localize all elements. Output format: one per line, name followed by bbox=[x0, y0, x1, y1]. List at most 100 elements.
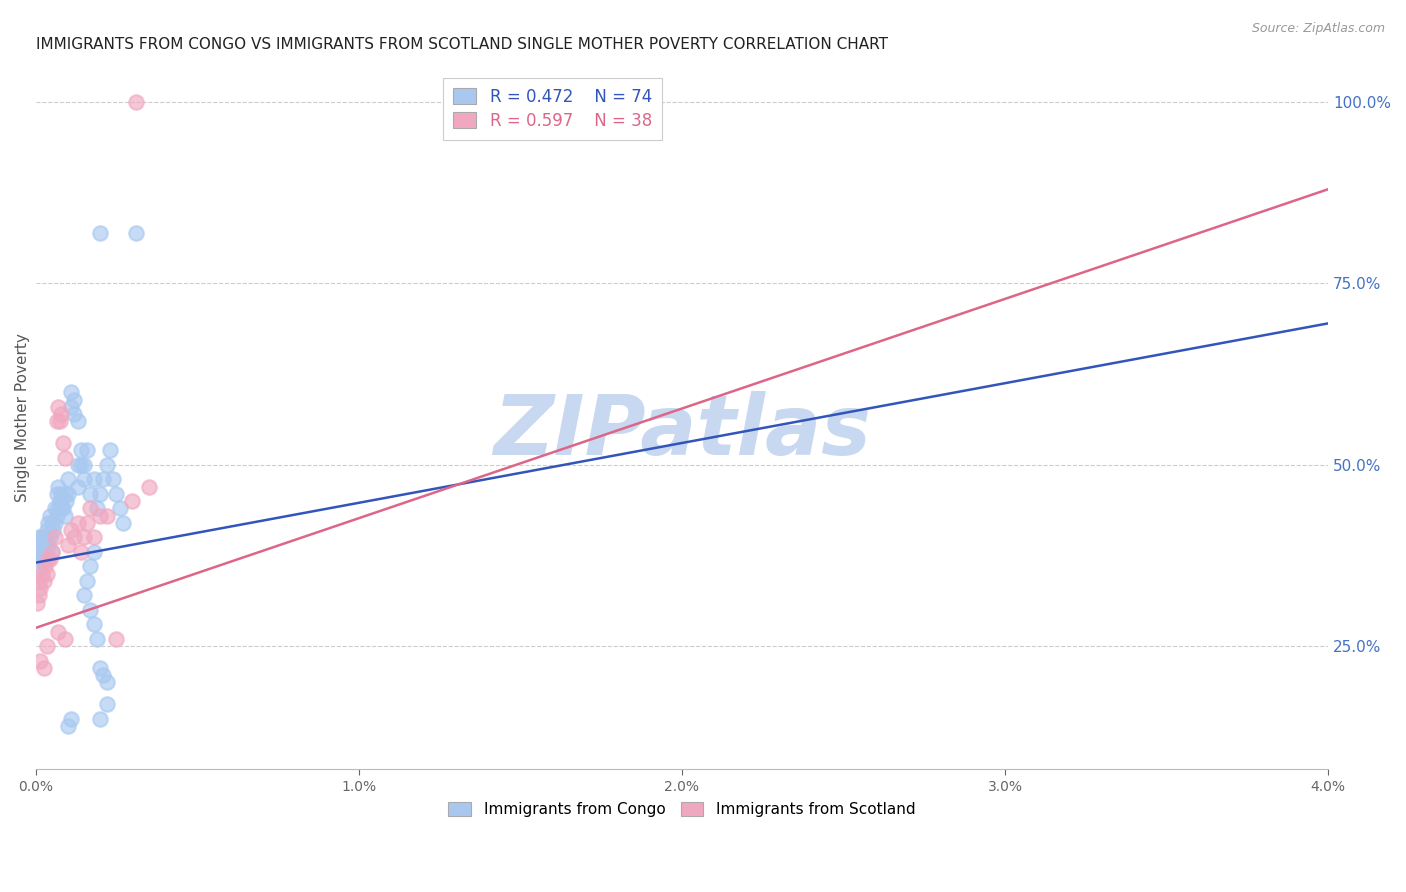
Point bbox=[32, 661, 55, 675]
Point bbox=[66, 479, 89, 493]
Point bbox=[56, 719, 79, 733]
Point bbox=[32, 552, 55, 566]
Point bbox=[28, 530, 51, 544]
Point bbox=[41, 545, 63, 559]
Point bbox=[56, 487, 79, 501]
Point bbox=[60, 712, 83, 726]
Point bbox=[66, 516, 89, 530]
Point bbox=[83, 472, 105, 486]
Point bbox=[28, 574, 51, 588]
Point bbox=[79, 603, 101, 617]
Point bbox=[32, 530, 55, 544]
Point bbox=[46, 501, 69, 516]
Point bbox=[51, 501, 73, 516]
Point bbox=[93, 668, 115, 682]
Point bbox=[45, 414, 67, 428]
Point bbox=[39, 530, 62, 544]
Point bbox=[76, 516, 98, 530]
Point bbox=[60, 385, 83, 400]
Point bbox=[45, 487, 67, 501]
Point bbox=[41, 516, 63, 530]
Text: Source: ZipAtlas.com: Source: ZipAtlas.com bbox=[1251, 22, 1385, 36]
Point bbox=[37, 537, 59, 551]
Point bbox=[46, 479, 69, 493]
Point bbox=[125, 95, 148, 110]
Point bbox=[96, 697, 118, 711]
Point bbox=[46, 624, 69, 639]
Point bbox=[69, 545, 91, 559]
Point bbox=[79, 487, 101, 501]
Point bbox=[105, 487, 128, 501]
Point bbox=[34, 537, 56, 551]
Point bbox=[42, 523, 65, 537]
Point bbox=[31, 530, 53, 544]
Point bbox=[89, 661, 111, 675]
Legend: Immigrants from Congo, Immigrants from Scotland: Immigrants from Congo, Immigrants from S… bbox=[440, 795, 922, 825]
Point bbox=[34, 559, 56, 574]
Point bbox=[101, 472, 124, 486]
Point bbox=[89, 508, 111, 523]
Point bbox=[56, 537, 79, 551]
Point bbox=[63, 407, 86, 421]
Point bbox=[31, 545, 53, 559]
Point bbox=[25, 595, 48, 609]
Point bbox=[30, 559, 52, 574]
Point bbox=[35, 523, 58, 537]
Point bbox=[53, 487, 76, 501]
Text: IMMIGRANTS FROM CONGO VS IMMIGRANTS FROM SCOTLAND SINGLE MOTHER POVERTY CORRELAT: IMMIGRANTS FROM CONGO VS IMMIGRANTS FROM… bbox=[35, 37, 887, 53]
Point bbox=[25, 552, 48, 566]
Point bbox=[73, 472, 96, 486]
Point bbox=[28, 588, 51, 602]
Point bbox=[121, 494, 143, 508]
Point bbox=[41, 545, 63, 559]
Point bbox=[83, 530, 105, 544]
Point bbox=[30, 654, 52, 668]
Point bbox=[37, 552, 59, 566]
Point bbox=[37, 516, 59, 530]
Point bbox=[93, 472, 115, 486]
Point bbox=[35, 530, 58, 544]
Point bbox=[63, 392, 86, 407]
Point bbox=[111, 516, 134, 530]
Point bbox=[39, 552, 62, 566]
Point bbox=[44, 516, 66, 530]
Point bbox=[79, 501, 101, 516]
Point bbox=[55, 494, 77, 508]
Point bbox=[96, 508, 118, 523]
Point bbox=[52, 501, 75, 516]
Point bbox=[53, 450, 76, 465]
Point bbox=[73, 588, 96, 602]
Point bbox=[56, 472, 79, 486]
Point bbox=[73, 530, 96, 544]
Point bbox=[45, 508, 67, 523]
Point bbox=[39, 508, 62, 523]
Point bbox=[138, 479, 160, 493]
Point bbox=[86, 632, 108, 646]
Point bbox=[125, 226, 148, 240]
Point bbox=[44, 501, 66, 516]
Point bbox=[66, 458, 89, 472]
Point bbox=[89, 487, 111, 501]
Point bbox=[35, 639, 58, 653]
Point bbox=[49, 414, 72, 428]
Point bbox=[79, 559, 101, 574]
Point bbox=[35, 566, 58, 581]
Text: ZIPatlas: ZIPatlas bbox=[494, 392, 870, 472]
Y-axis label: Single Mother Poverty: Single Mother Poverty bbox=[15, 334, 30, 502]
Point bbox=[46, 400, 69, 414]
Point bbox=[96, 458, 118, 472]
Point bbox=[89, 226, 111, 240]
Point bbox=[96, 675, 118, 690]
Point bbox=[66, 414, 89, 428]
Point bbox=[51, 487, 73, 501]
Point bbox=[53, 632, 76, 646]
Point bbox=[31, 566, 53, 581]
Point bbox=[30, 581, 52, 595]
Point bbox=[52, 436, 75, 450]
Point bbox=[49, 494, 72, 508]
Point bbox=[44, 530, 66, 544]
Point bbox=[83, 545, 105, 559]
Point bbox=[73, 458, 96, 472]
Point bbox=[83, 617, 105, 632]
Point bbox=[51, 407, 73, 421]
